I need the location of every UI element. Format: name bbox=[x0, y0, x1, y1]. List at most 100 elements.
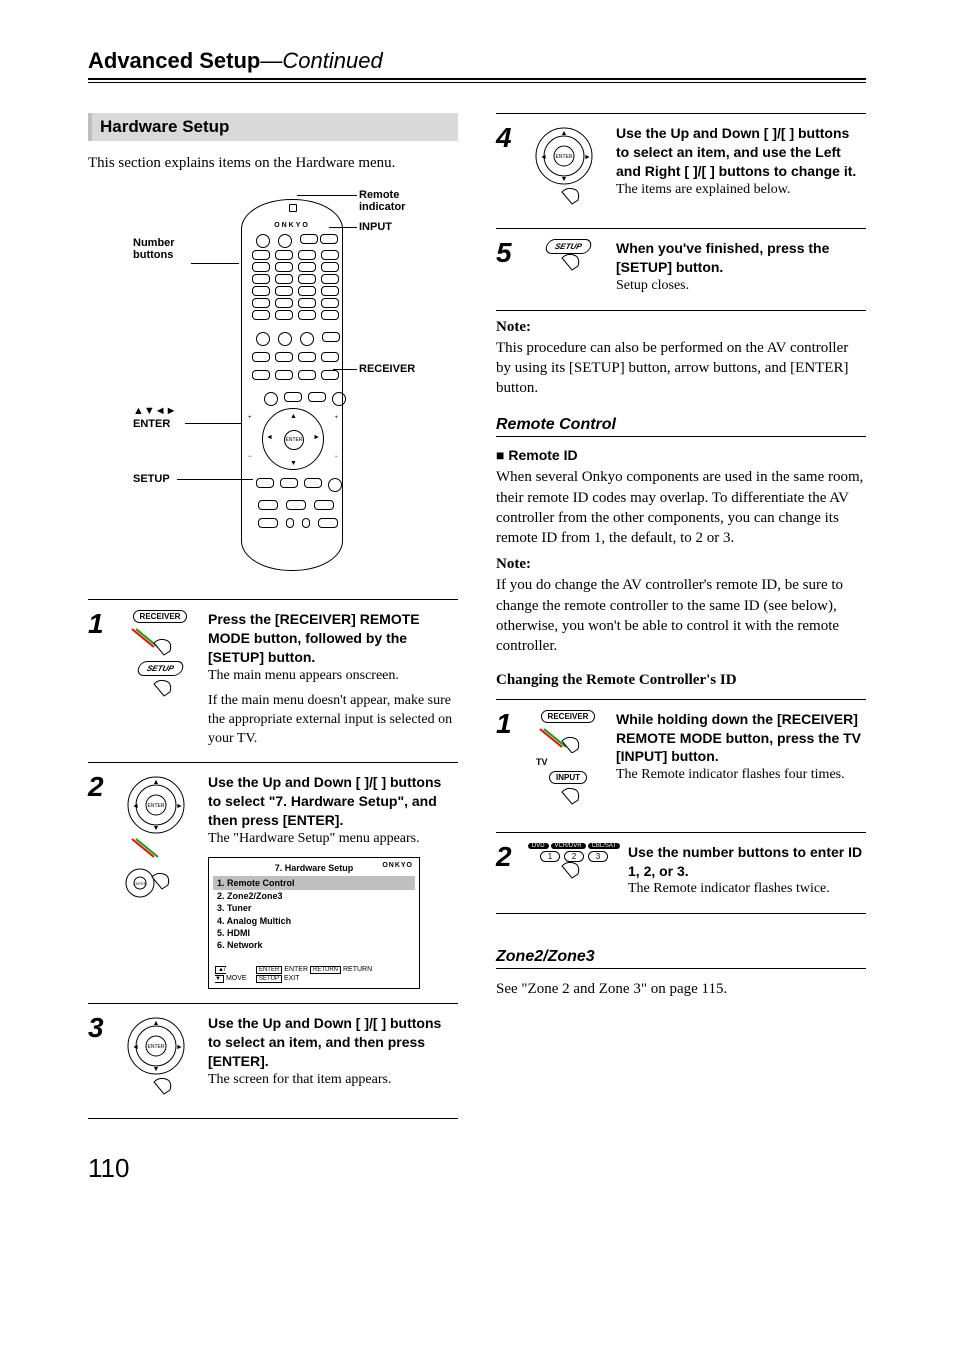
svg-text:►: ► bbox=[584, 154, 591, 161]
svg-text:▲: ▲ bbox=[153, 779, 160, 786]
dpad-icon: ENTER ▲ ▼ ◄ ► bbox=[124, 773, 188, 837]
callout-number-buttons: Number buttons bbox=[133, 237, 193, 261]
enter-press-icon: ENTER bbox=[124, 867, 174, 901]
press-hand-icon bbox=[124, 837, 184, 867]
remote-diagram: ONKYO bbox=[133, 181, 413, 581]
left-step-2: 2 ENTER ▲ ▼ ◄ ► bbox=[88, 762, 458, 1002]
step-b2-text: The Remote indicator flashes twice. bbox=[628, 880, 866, 899]
svg-text:ENTER: ENTER bbox=[148, 803, 165, 809]
step-number: 1 bbox=[496, 710, 520, 818]
svg-text:ENTER: ENTER bbox=[556, 154, 573, 160]
foot-exit: EXIT bbox=[284, 975, 300, 982]
onscreen-item-selected: 1. Remote Control bbox=[213, 876, 415, 890]
left-column: Hardware Setup This section explains ite… bbox=[88, 113, 458, 1119]
dpad-icon: ENTER ▲ ▼ ◄ ► bbox=[124, 1014, 188, 1078]
section-title: Hardware Setup bbox=[88, 113, 458, 141]
step-b2-bold: Use the number buttons to enter ID 1, 2,… bbox=[628, 843, 866, 881]
note-1-body: This procedure can also be performed on … bbox=[496, 338, 866, 399]
press-hand-icon bbox=[124, 680, 184, 710]
input-button-icon: INPUT bbox=[549, 771, 587, 784]
onscreen-item: 4. Analog Multich bbox=[209, 915, 419, 927]
remote-brand: ONKYO bbox=[242, 222, 342, 229]
remote-led bbox=[289, 204, 297, 212]
step-4-bold: Use the Up and Down [ ]/[ ] buttons to s… bbox=[616, 124, 866, 181]
page-header: Advanced Setup—Continued bbox=[88, 48, 866, 80]
svg-text:▼: ▼ bbox=[153, 1066, 160, 1073]
dpad-icon: ENTER ▲ ▼ ◄ ► bbox=[532, 124, 596, 188]
onscreen-item: 5. HDMI bbox=[209, 927, 419, 939]
svg-text:◄: ◄ bbox=[132, 1044, 139, 1051]
onscreen-footer: ▲/▼MOVE ENTERENTER RETURNRETURN SETUPEXI… bbox=[209, 951, 419, 988]
step-5-icons: SETUP bbox=[532, 239, 604, 296]
step-3-bold: Use the Up and Down [ ]/[ ] buttons to s… bbox=[208, 1014, 458, 1071]
press-hand-icon bbox=[532, 788, 592, 814]
step-1-body: Press the [RECEIVER] REMOTE MODE button,… bbox=[208, 610, 458, 748]
step-1-icons: RECEIVER SETUP bbox=[124, 610, 196, 748]
step-number: 5 bbox=[496, 239, 520, 296]
right-step-4: 4 ENTER ▲ ▼ ◄ ► Use the Up and bbox=[496, 113, 866, 228]
step-number: 1 bbox=[88, 610, 112, 748]
step-1-bold: Press the [RECEIVER] REMOTE MODE button,… bbox=[208, 610, 458, 667]
right-steps-b-end-rule bbox=[496, 913, 866, 914]
left-step-3: 3 ENTER ▲ ▼ ◄ ► Use the Up and bbox=[88, 1003, 458, 1118]
step-2-bold: Use the Up and Down [ ]/[ ] buttons to s… bbox=[208, 773, 458, 830]
step-number: 3 bbox=[88, 1014, 112, 1104]
step-2-body: Use the Up and Down [ ]/[ ] buttons to s… bbox=[208, 773, 458, 988]
onscreen-brand: ONKYO bbox=[382, 861, 413, 870]
right-step-5: 5 SETUP When you've finished, press the … bbox=[496, 228, 866, 310]
note-1-head: Note: bbox=[496, 319, 866, 336]
svg-text:►: ► bbox=[176, 803, 183, 810]
step-5-bold: When you've finished, press the [SETUP] … bbox=[616, 239, 866, 277]
svg-text:◄: ◄ bbox=[132, 803, 139, 810]
svg-text:►: ► bbox=[176, 1044, 183, 1051]
onscreen-item: 3. Tuner bbox=[209, 902, 419, 914]
press-hand-icon bbox=[532, 727, 592, 753]
step-2-text: The "Hardware Setup" menu appears. bbox=[208, 830, 458, 849]
press-hand-icon bbox=[532, 254, 592, 284]
zone-body: See "Zone 2 and Zone 3" on page 115. bbox=[496, 979, 866, 999]
intro-text: This section explains items on the Hardw… bbox=[88, 153, 458, 173]
left-steps-end-rule bbox=[88, 1118, 458, 1119]
dpad: ENTER ▲ ▼ ◄ ► bbox=[262, 408, 324, 470]
header-rule bbox=[88, 82, 866, 83]
remote-outline: ONKYO bbox=[241, 199, 343, 571]
svg-text:ENTER: ENTER bbox=[148, 1044, 165, 1050]
onscreen-title-row: 7. Hardware Setup ONKYO bbox=[209, 858, 419, 876]
callout-arrows-enter: ▲▼◄► ENTER bbox=[133, 405, 193, 431]
step-number: 4 bbox=[496, 124, 520, 214]
press-hand-icon bbox=[532, 862, 592, 888]
pill-dvd: DVD bbox=[528, 843, 549, 849]
left-step-1: 1 RECEIVER SETUP Press the [RECEIVER] RE… bbox=[88, 599, 458, 762]
press-hand-icon bbox=[532, 188, 592, 214]
receiver-button-icon: RECEIVER bbox=[133, 610, 188, 623]
step-3-body: Use the Up and Down [ ]/[ ] buttons to s… bbox=[208, 1014, 458, 1104]
remote-id-body: When several Onkyo components are used i… bbox=[496, 467, 866, 548]
foot-move: MOVE bbox=[226, 975, 247, 982]
right-step-b1: 1 RECEIVER TV INPUT While holding down t… bbox=[496, 699, 866, 832]
right-steps-a-end-rule bbox=[496, 310, 866, 311]
step-1-text-b: If the main menu doesn't appear, make su… bbox=[208, 692, 458, 749]
step-b2-body: Use the number buttons to enter ID 1, 2,… bbox=[628, 843, 866, 900]
page: Advanced Setup—Continued Hardware Setup … bbox=[0, 0, 954, 1224]
step-4-text: The items are explained below. bbox=[616, 181, 866, 200]
header-title-text: Advanced Setup bbox=[88, 48, 260, 73]
pill-vcr: VCR/DVR bbox=[551, 843, 586, 849]
note-2-body: If you do change the AV controller's rem… bbox=[496, 575, 866, 656]
setup-button-icon: SETUP bbox=[136, 661, 185, 676]
svg-text:▲: ▲ bbox=[561, 130, 568, 137]
step-3-icons: ENTER ▲ ▼ ◄ ► bbox=[124, 1014, 196, 1104]
step-1-text-a: The main menu appears onscreen. bbox=[208, 667, 458, 686]
foot-return: RETURN bbox=[343, 966, 372, 973]
subhead-remote-control: Remote Control bbox=[496, 416, 866, 437]
callout-setup: SETUP bbox=[133, 473, 170, 485]
step-3-text: The screen for that item appears. bbox=[208, 1071, 458, 1090]
svg-text:▲: ▲ bbox=[153, 1020, 160, 1027]
foot-enter: ENTER bbox=[284, 966, 308, 973]
onscreen-item: 2. Zone2/Zone3 bbox=[209, 890, 419, 902]
step-4-icons: ENTER ▲ ▼ ◄ ► bbox=[532, 124, 604, 214]
callout-input: INPUT bbox=[359, 221, 392, 233]
press-hand-icon bbox=[124, 1078, 184, 1104]
step-b1-text: The Remote indicator flashes four times. bbox=[616, 766, 866, 785]
remote-id-head: ■ Remote ID bbox=[496, 447, 866, 463]
svg-text:▼: ▼ bbox=[153, 825, 160, 832]
